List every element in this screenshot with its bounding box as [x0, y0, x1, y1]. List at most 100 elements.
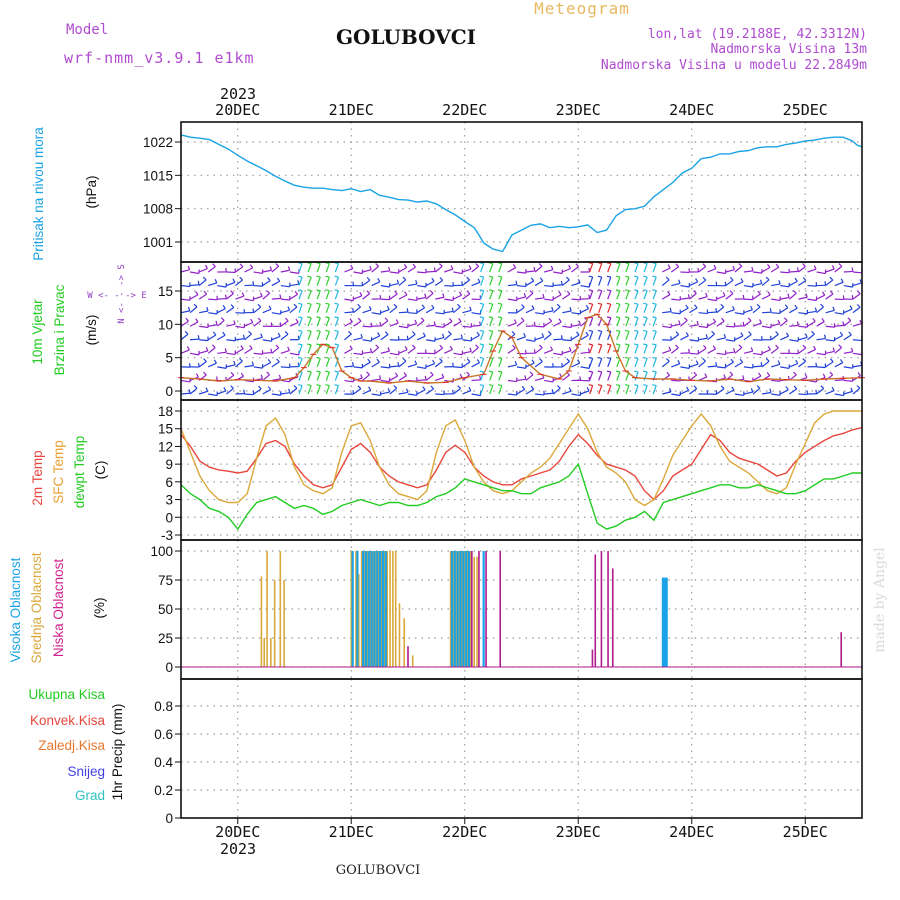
- wind-barb: [843, 379, 853, 382]
- wind-barb-flag: [479, 262, 484, 265]
- wind-barb: [244, 393, 254, 396]
- wind-barb-flag: [702, 358, 706, 362]
- wind-barb: [262, 308, 272, 314]
- wind-barb-flag: [769, 308, 772, 313]
- bar-mid_cloud: [389, 551, 391, 667]
- wind-barb-flag: [585, 331, 589, 336]
- wind-barb: [462, 268, 472, 273]
- wind-barb-flag: [284, 331, 289, 335]
- wind-barb-flag: [615, 275, 621, 278]
- wind-barb-flag: [577, 359, 581, 364]
- wind-barb: [362, 279, 371, 287]
- wind-barb: [198, 350, 208, 354]
- wind-barb-flag: [422, 332, 426, 337]
- wind-barb: [435, 393, 445, 396]
- wind-barb: [389, 271, 399, 274]
- wind-barb-flag: [366, 276, 371, 281]
- wind-barb: [480, 331, 485, 340]
- wind-barb: [689, 363, 699, 368]
- wind-barb: [543, 349, 553, 354]
- wind-barb-flag: [811, 330, 815, 335]
- wind-barb: [698, 337, 708, 341]
- wind-barb-flag: [477, 278, 481, 283]
- wind-barb: [589, 385, 594, 395]
- wind-barb: [761, 349, 771, 354]
- wind-barb: [834, 347, 843, 354]
- wind-barb: [498, 290, 503, 300]
- wind-barb: [235, 325, 245, 329]
- ytick-label-clouds-3: 75: [158, 573, 173, 588]
- wind-barb-flag: [488, 343, 493, 346]
- wind-barb: [444, 310, 454, 314]
- wind-barb: [607, 290, 612, 300]
- wind-barb: [661, 267, 671, 273]
- wind-barb-flag: [822, 373, 826, 378]
- wind-barb-flag: [249, 264, 254, 269]
- bar-mid_cloud: [375, 551, 377, 667]
- wind-barb-flag: [514, 360, 518, 366]
- bar-mid_cloud: [283, 580, 285, 667]
- wind-barb-flag: [634, 370, 639, 373]
- wind-barb: [544, 310, 554, 314]
- wind-barb-flag: [539, 358, 543, 362]
- wind-barb-flag: [624, 356, 630, 360]
- wind-barb-flag: [695, 278, 699, 283]
- wind-barb-flag: [242, 334, 246, 339]
- series-dewpt: [180, 462, 862, 531]
- wind-barb: [707, 311, 717, 314]
- wind-barb: [334, 385, 340, 395]
- wind-barb-flag: [488, 302, 493, 305]
- wind-barb-flag: [257, 303, 262, 308]
- wind-barb: [516, 296, 526, 300]
- wind-barb-flag: [587, 348, 591, 353]
- wind-barb-flag: [325, 329, 330, 332]
- wind-barb: [489, 358, 494, 368]
- bar-mid_cloud: [463, 551, 466, 667]
- wind-barb-flag: [466, 371, 470, 376]
- wind-barb-flag: [558, 291, 562, 296]
- wind-barb: [398, 325, 408, 329]
- wind-barb: [589, 263, 594, 273]
- wind-barb-flag: [675, 344, 679, 349]
- bar-mid_cloud: [394, 551, 397, 667]
- wind-barb-flag: [615, 384, 621, 387]
- wind-barb-flag: [793, 385, 798, 390]
- wind-barb-flag: [775, 331, 779, 335]
- wind-barb: [516, 271, 526, 274]
- altitude-label: Nadmorska Visina 13m: [710, 42, 867, 57]
- wind-barb: [199, 325, 209, 329]
- wind-barb-flag: [634, 384, 639, 387]
- wind-barb: [198, 361, 207, 368]
- wind-barb: [834, 362, 844, 368]
- wind-barb: [680, 284, 690, 288]
- wind-barb-flag: [222, 331, 226, 336]
- bar-low_cloud: [611, 568, 614, 667]
- panel-frame-temperature: [180, 399, 863, 541]
- wind-barb: [480, 290, 485, 300]
- wind-barb: [280, 333, 289, 341]
- wind-barb-flag: [334, 329, 339, 332]
- wind-barb: [752, 352, 763, 356]
- bar-mid_cloud: [473, 556, 476, 667]
- wind-barb-flag: [411, 331, 416, 335]
- wind-barb-flag: [606, 302, 611, 305]
- wind-barb: [535, 312, 545, 315]
- wind-barb-flag: [388, 266, 391, 272]
- wind-barb: [607, 385, 612, 395]
- wind-barb-flag: [739, 358, 744, 363]
- wind-barb-flag: [233, 320, 236, 325]
- wind-barb: [634, 263, 639, 273]
- wind-barb-flag: [276, 277, 281, 282]
- wind-barb: [434, 265, 443, 273]
- wind-barb-flag: [759, 319, 762, 324]
- wind-barb: [198, 390, 208, 395]
- wind-barb: [298, 317, 303, 327]
- wind-barb: [208, 324, 218, 327]
- wind-barb: [435, 376, 444, 382]
- wind-barb: [435, 296, 445, 300]
- wind-barb: [571, 324, 581, 327]
- wind-barb-flag: [430, 385, 435, 390]
- wind-barb: [334, 304, 340, 313]
- ytick-label-precip-2: 0.4: [154, 755, 173, 770]
- wind-barb-flag: [316, 275, 321, 278]
